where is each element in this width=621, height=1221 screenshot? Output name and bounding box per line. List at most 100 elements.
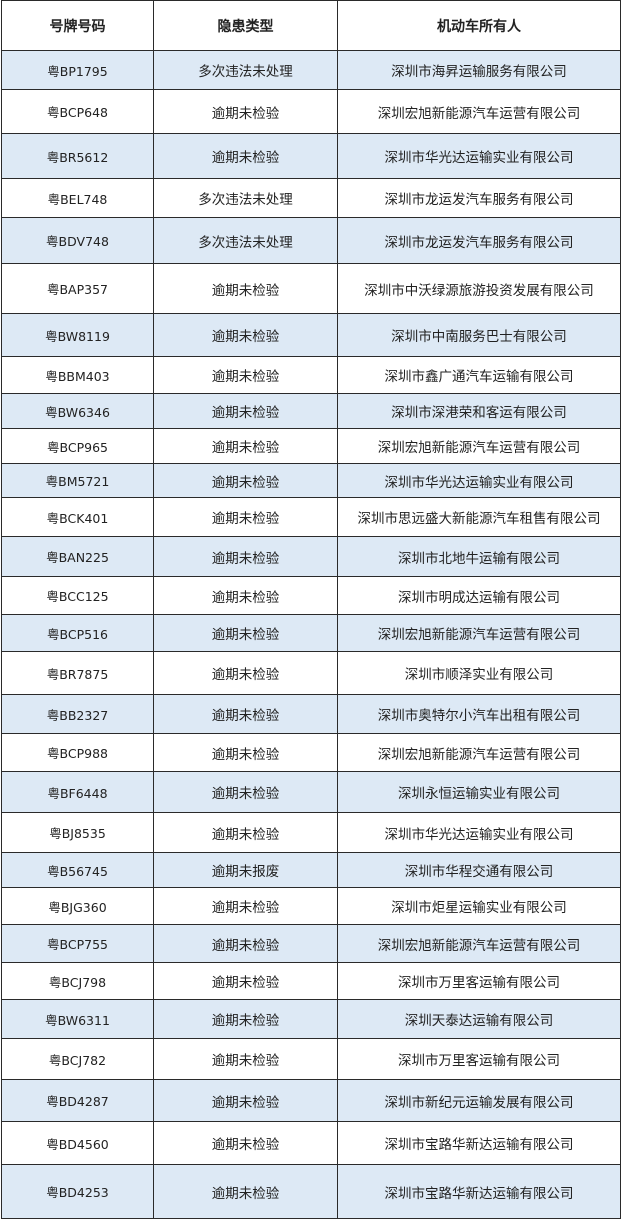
cell-plate: 粤BCJ798 — [1, 962, 154, 1000]
cell-plate: 粤BW8119 — [1, 313, 154, 357]
cell-plate: 粤BP1795 — [1, 50, 154, 90]
cell-hazard-type: 逾期未检验 — [153, 651, 338, 695]
cell-hazard-type: 逾期未检验 — [153, 812, 338, 853]
table-row: 粤BCP755 逾期未检验 深圳宏旭新能源汽车运营有限公司 — [1, 924, 621, 963]
table-row: 粤BDV748 多次违法未处理 深圳市龙运发汽车服务有限公司 — [1, 217, 621, 264]
table-row: 粤BAN225 逾期未检验 深圳市北地牛运输有限公司 — [1, 536, 621, 577]
table-row: 粤BD4253 逾期未检验 深圳市宝路华新达运输有限公司 — [1, 1164, 621, 1219]
cell-hazard-type: 逾期未检验 — [153, 263, 338, 314]
cell-hazard-type: 逾期未检验 — [153, 614, 338, 652]
cell-owner: 深圳宏旭新能源汽车运营有限公司 — [337, 924, 621, 963]
cell-hazard-type: 逾期未检验 — [153, 356, 338, 394]
cell-plate: 粤BCP965 — [1, 428, 154, 464]
cell-owner: 深圳市新纪元运输发展有限公司 — [337, 1079, 621, 1122]
cell-plate: 粤BCP988 — [1, 733, 154, 772]
table-row: 粤BCP516 逾期未检验 深圳宏旭新能源汽车运营有限公司 — [1, 614, 621, 652]
cell-plate: 粤BD4560 — [1, 1121, 154, 1165]
cell-plate: 粤BBM403 — [1, 356, 154, 394]
cell-plate: 粤BJG360 — [1, 887, 154, 925]
cell-hazard-type: 逾期未检验 — [153, 694, 338, 734]
table-row: 粤BW8119 逾期未检验 深圳市中南服务巴士有限公司 — [1, 313, 621, 357]
table-row: 粤BR7875 逾期未检验 深圳市顺泽实业有限公司 — [1, 651, 621, 695]
cell-owner: 深圳市华光达运输实业有限公司 — [337, 463, 621, 498]
cell-owner: 深圳市中沃绿源旅游投资发展有限公司 — [337, 263, 621, 314]
cell-plate: 粤BCJ782 — [1, 1038, 154, 1080]
cell-owner: 深圳市深港荣和客运有限公司 — [337, 393, 621, 429]
cell-plate: 粤BAP357 — [1, 263, 154, 314]
cell-hazard-type: 逾期未检验 — [153, 133, 338, 179]
cell-plate: 粤BDV748 — [1, 217, 154, 264]
cell-hazard-type: 多次违法未处理 — [153, 178, 338, 218]
cell-plate: 粤BEL748 — [1, 178, 154, 218]
table-row: 粤BCP965 逾期未检验 深圳宏旭新能源汽车运营有限公司 — [1, 428, 621, 464]
cell-hazard-type: 逾期未报废 — [153, 852, 338, 888]
cell-plate: 粤BD4253 — [1, 1164, 154, 1219]
table-row: 粤BW6311 逾期未检验 深圳天泰达运输有限公司 — [1, 999, 621, 1039]
cell-hazard-type: 逾期未检验 — [153, 1079, 338, 1122]
cell-owner: 深圳宏旭新能源汽车运营有限公司 — [337, 428, 621, 464]
table-row: 粤BAP357 逾期未检验 深圳市中沃绿源旅游投资发展有限公司 — [1, 263, 621, 314]
cell-hazard-type: 逾期未检验 — [153, 497, 338, 537]
header-owner: 机动车所有人 — [337, 0, 621, 51]
table-row: 粤B56745 逾期未报废 深圳市华程交通有限公司 — [1, 852, 621, 888]
table-row: 粤BCK401 逾期未检验 深圳市思远盛大新能源汽车租售有限公司 — [1, 497, 621, 537]
cell-owner: 深圳市炬星运输实业有限公司 — [337, 887, 621, 925]
table-row: 粤BCP648 逾期未检验 深圳宏旭新能源汽车运营有限公司 — [1, 89, 621, 134]
cell-plate: 粤BR5612 — [1, 133, 154, 179]
cell-owner: 深圳宏旭新能源汽车运营有限公司 — [337, 89, 621, 134]
cell-owner: 深圳市龙运发汽车服务有限公司 — [337, 217, 621, 264]
cell-plate: 粤BCK401 — [1, 497, 154, 537]
table-row: 粤BCC125 逾期未检验 深圳市明成达运输有限公司 — [1, 576, 621, 615]
cell-owner: 深圳市宝路华新达运输有限公司 — [337, 1121, 621, 1165]
table-row: 粤BR5612 逾期未检验 深圳市华光达运输实业有限公司 — [1, 133, 621, 179]
cell-owner: 深圳天泰达运输有限公司 — [337, 999, 621, 1039]
cell-plate: 粤BD4287 — [1, 1079, 154, 1122]
table-row: 粤BF6448 逾期未检验 深圳永恒运输实业有限公司 — [1, 771, 621, 813]
cell-owner: 深圳市海昇运输服务有限公司 — [337, 50, 621, 90]
cell-hazard-type: 逾期未检验 — [153, 887, 338, 925]
cell-hazard-type: 逾期未检验 — [153, 962, 338, 1000]
cell-hazard-type: 逾期未检验 — [153, 536, 338, 577]
cell-plate: 粤BAN225 — [1, 536, 154, 577]
cell-plate: 粤BW6346 — [1, 393, 154, 429]
cell-owner: 深圳市万里客运输有限公司 — [337, 962, 621, 1000]
cell-plate: 粤BCP516 — [1, 614, 154, 652]
cell-owner: 深圳市北地牛运输有限公司 — [337, 536, 621, 577]
cell-hazard-type: 逾期未检验 — [153, 1038, 338, 1080]
cell-owner: 深圳市中南服务巴士有限公司 — [337, 313, 621, 357]
cell-hazard-type: 多次违法未处理 — [153, 50, 338, 90]
cell-hazard-type: 逾期未检验 — [153, 1121, 338, 1165]
header-plate: 号牌号码 — [1, 0, 154, 51]
table-row: 粤BCJ782 逾期未检验 深圳市万里客运输有限公司 — [1, 1038, 621, 1080]
cell-owner: 深圳市明成达运输有限公司 — [337, 576, 621, 615]
cell-plate: 粤BCP755 — [1, 924, 154, 963]
table-row: 粤BM5721 逾期未检验 深圳市华光达运输实业有限公司 — [1, 463, 621, 498]
table-row: 粤BB2327 逾期未检验 深圳市奥特尔小汽车出租有限公司 — [1, 694, 621, 734]
cell-owner: 深圳市宝路华新达运输有限公司 — [337, 1164, 621, 1219]
cell-hazard-type: 逾期未检验 — [153, 924, 338, 963]
cell-plate: 粤B56745 — [1, 852, 154, 888]
cell-hazard-type: 逾期未检验 — [153, 89, 338, 134]
cell-owner: 深圳市奥特尔小汽车出租有限公司 — [337, 694, 621, 734]
cell-plate: 粤BJ8535 — [1, 812, 154, 853]
cell-hazard-type: 逾期未检验 — [153, 771, 338, 813]
cell-owner: 深圳市万里客运输有限公司 — [337, 1038, 621, 1080]
table-row: 粤BCP988 逾期未检验 深圳宏旭新能源汽车运营有限公司 — [1, 733, 621, 772]
cell-owner: 深圳宏旭新能源汽车运营有限公司 — [337, 614, 621, 652]
table-row: 粤BP1795 多次违法未处理 深圳市海昇运输服务有限公司 — [1, 50, 621, 90]
cell-owner: 深圳市华光达运输实业有限公司 — [337, 133, 621, 179]
cell-plate: 粤BCP648 — [1, 89, 154, 134]
cell-hazard-type: 逾期未检验 — [153, 999, 338, 1039]
cell-owner: 深圳永恒运输实业有限公司 — [337, 771, 621, 813]
cell-owner: 深圳市华光达运输实业有限公司 — [337, 812, 621, 853]
table-row: 粤BBM403 逾期未检验 深圳市鑫广通汽车运输有限公司 — [1, 356, 621, 394]
cell-plate: 粤BR7875 — [1, 651, 154, 695]
table-row: 粤BD4560 逾期未检验 深圳市宝路华新达运输有限公司 — [1, 1121, 621, 1165]
cell-owner: 深圳市龙运发汽车服务有限公司 — [337, 178, 621, 218]
cell-plate: 粤BW6311 — [1, 999, 154, 1039]
cell-owner: 深圳市鑫广通汽车运输有限公司 — [337, 356, 621, 394]
cell-hazard-type: 逾期未检验 — [153, 313, 338, 357]
table-row: 粤BJ8535 逾期未检验 深圳市华光达运输实业有限公司 — [1, 812, 621, 853]
cell-plate: 粤BCC125 — [1, 576, 154, 615]
